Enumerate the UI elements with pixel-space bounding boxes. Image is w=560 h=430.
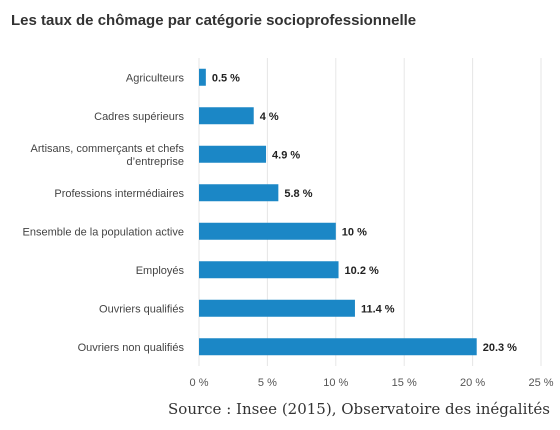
- value-label: 0.5 %: [212, 72, 240, 84]
- bars: [199, 68, 477, 356]
- value-label: 10.2 %: [345, 265, 379, 277]
- category-label: Ensemble de la population active: [23, 226, 184, 238]
- source-note: Source : Insee (2015), Observatoire des …: [168, 400, 550, 418]
- bar: [199, 184, 279, 202]
- category-label: Professions intermédiaires: [54, 188, 184, 200]
- value-label: 10 %: [342, 226, 367, 238]
- value-label: 5.8 %: [284, 188, 312, 200]
- category-label: Cadres supérieurs: [94, 111, 184, 123]
- value-label: 4 %: [260, 111, 279, 123]
- value-label: 4.9 %: [272, 149, 300, 161]
- bar: [199, 222, 336, 240]
- category-label: Artisans, commerçants et chefs d’entrepri…: [31, 143, 185, 168]
- category-label: Employés: [136, 265, 185, 277]
- x-tick-label: 10 %: [323, 377, 348, 389]
- bar: [199, 68, 206, 86]
- value-label: 20.3 %: [483, 342, 517, 354]
- x-tick-label: 15 %: [392, 377, 417, 389]
- chart-title: Les taux de chômage par catégorie sociop…: [11, 12, 417, 29]
- bar: [199, 338, 477, 356]
- bar: [199, 145, 267, 163]
- bar: [199, 107, 254, 125]
- x-tick-label: 0 %: [190, 377, 209, 389]
- grid-lines: [198, 58, 542, 366]
- category-label: Agriculteurs: [126, 72, 185, 84]
- value-label: 11.4 %: [361, 303, 395, 315]
- labels: 0 % 5 % 10 % 15 % 20 % 25 % Agriculteurs 0.5 % C…: [23, 72, 554, 389]
- x-tick-label: 5 %: [258, 377, 277, 389]
- category-label: Ouvriers non qualifiés: [78, 342, 185, 354]
- category-label: Ouvriers qualifiés: [99, 303, 184, 315]
- x-tick-label: 20 %: [460, 377, 485, 389]
- x-tick-label: 25 %: [528, 377, 553, 389]
- bar: [199, 261, 339, 279]
- bar: [199, 299, 355, 317]
